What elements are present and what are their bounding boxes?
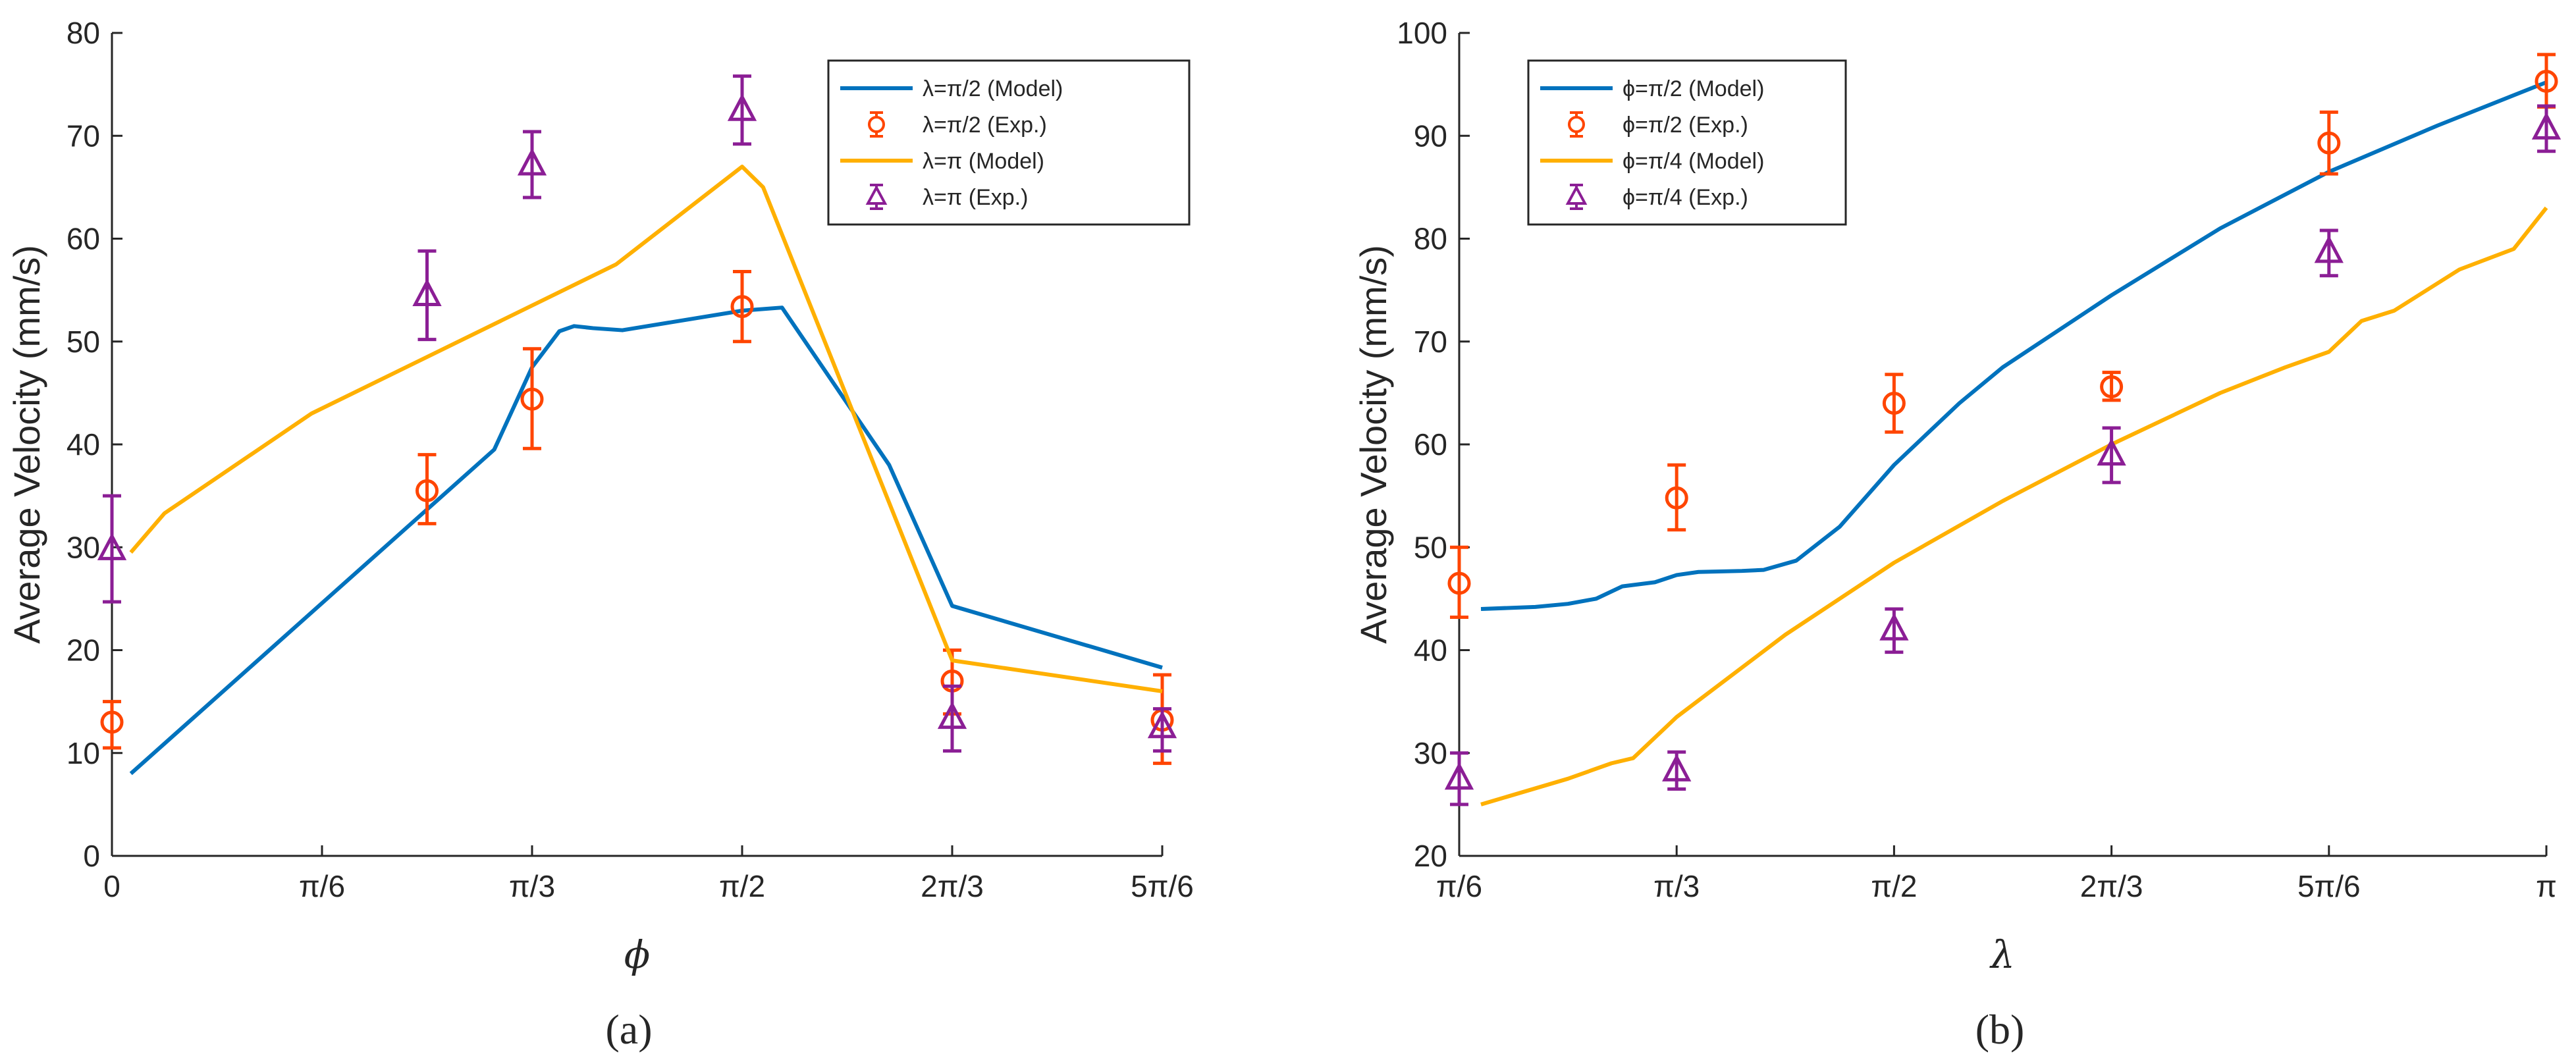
x-tick-label: 2π/3 (2080, 869, 2143, 903)
legend-label: ϕ=π/2 (Exp.) (1623, 113, 1748, 138)
legend-marker-circle (1568, 116, 1585, 133)
x-tick-label: π/2 (1871, 869, 1917, 903)
x-tick-label: 5π/6 (1131, 869, 1194, 903)
legend-label: ϕ=π/2 (Model) (1623, 76, 1764, 101)
y-tick-label: 60 (1414, 427, 1447, 462)
x-axis-label: ϕ (624, 932, 651, 977)
x-tick-label: 0 (103, 869, 121, 903)
series-errorbar (1447, 53, 2558, 619)
legend-label: λ=π/2 (Model) (923, 76, 1063, 101)
data-point-circle (520, 387, 544, 411)
y-tick-label: 80 (1414, 222, 1447, 256)
legend-marker-triangle (1565, 184, 1588, 205)
data-point-triangle (2314, 235, 2344, 263)
legend-label: λ=π (Model) (923, 149, 1044, 174)
series-line (1480, 80, 2548, 611)
model-line (1480, 80, 2548, 611)
y-tick-label: 30 (67, 530, 100, 564)
data-point-circle (100, 710, 124, 734)
y-tick-label: 70 (1414, 325, 1447, 359)
legend-label: λ=π/2 (Exp.) (923, 113, 1047, 138)
data-point-circle (2317, 131, 2341, 155)
data-point-circle (1665, 486, 1688, 510)
series-line (1480, 206, 2548, 807)
legend-label: ϕ=π/4 (Model) (1623, 149, 1764, 174)
y-tick-label: 20 (1414, 839, 1447, 873)
data-point-triangle (2097, 438, 2126, 466)
series-errorbar (100, 270, 1174, 765)
y-tick-label: 40 (1414, 633, 1447, 668)
data-point-triangle (2531, 111, 2562, 140)
y-tick-label: 60 (67, 222, 100, 256)
x-tick-label: π/6 (1436, 869, 1482, 903)
legend: ϕ=π/2 (Model) ϕ=π/2 (Exp.) ϕ=π/4 (Model) ϕ=… (1527, 59, 1847, 226)
y-tick-label: 100 (1397, 16, 1447, 50)
x-axis-label: λ (1989, 932, 2015, 977)
x-tick-label: π/3 (509, 869, 555, 903)
x-tick-label: π (2536, 869, 2557, 903)
data-point-triangle (517, 147, 547, 176)
chart-a: 0 10 20 30 40 50 60 70 80 0 π/6 π/3 π/2 2π/3 5π/6 Avera… (6, 16, 1194, 1053)
model-line (1480, 206, 2548, 807)
x-tick-label: 5π/6 (2297, 869, 2361, 903)
y-tick-label: 50 (67, 325, 100, 359)
data-point-triangle (1662, 753, 1692, 781)
series-errorbar (97, 74, 1177, 753)
model-line (129, 305, 1163, 776)
legend: λ=π/2 (Model) λ=π/2 (Exp.) λ=π (Model) λ=π … (827, 59, 1191, 226)
y-tick-label: 90 (1414, 119, 1447, 153)
y-tick-label: 50 (1414, 530, 1447, 564)
legend-label: λ=π (Exp.) (923, 185, 1028, 210)
model-line (129, 165, 1163, 693)
y-tick-label: 80 (67, 16, 100, 50)
data-point-triangle (1444, 762, 1474, 790)
x-tick-label: 2π/3 (921, 869, 984, 903)
y-tick-label: 40 (67, 427, 100, 462)
panel-label: (b) (1975, 1006, 2025, 1053)
y-axis-label: Average Velocity (mm/s) (1353, 245, 1394, 644)
data-point-circle (730, 295, 754, 319)
y-tick-label: 10 (67, 736, 100, 770)
y-tick-label: 0 (83, 839, 100, 873)
series-errorbar (1444, 104, 2562, 807)
legend-label: ϕ=π/4 (Exp.) (1623, 185, 1748, 210)
y-axis-label: Average Velocity (mm/s) (6, 245, 47, 644)
data-point-triangle (1879, 612, 1909, 641)
panel-label: (a) (605, 1006, 652, 1053)
x-tick-label: π/2 (719, 869, 765, 903)
data-point-circle (2535, 69, 2558, 93)
legend-marker-triangle (865, 184, 888, 205)
data-point-triangle (412, 278, 442, 306)
data-point-circle (1447, 571, 1471, 595)
legend-marker-circle (868, 116, 885, 133)
data-point-triangle (727, 93, 757, 121)
series-line (129, 305, 1163, 776)
series-line (129, 165, 1163, 693)
x-tick-label: π/6 (299, 869, 345, 903)
data-point-circle (416, 479, 439, 502)
data-point-circle (1882, 392, 1906, 415)
data-point-circle (2100, 375, 2124, 398)
y-tick-label: 30 (1414, 736, 1447, 770)
y-tick-label: 20 (67, 633, 100, 668)
data-point-triangle (1147, 710, 1177, 739)
data-point-triangle (97, 533, 127, 560)
x-tick-label: π/3 (1653, 869, 1700, 903)
chart-b: 20 30 40 50 60 70 80 90 100 π/6 π/3 π/2 2π/3 5π/6 π Ave… (1353, 16, 2562, 1053)
y-tick-label: 70 (67, 119, 100, 153)
data-point-triangle (937, 701, 967, 729)
